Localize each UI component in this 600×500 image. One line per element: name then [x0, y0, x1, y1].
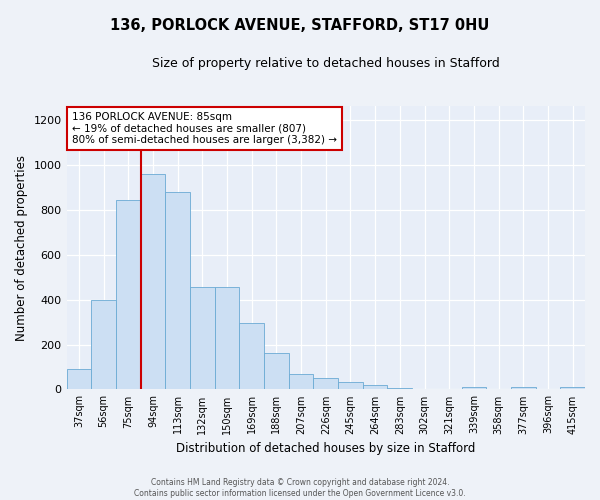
Bar [511, 387, 536, 390]
Bar [215, 287, 239, 390]
Bar [560, 387, 585, 390]
Bar [461, 387, 486, 390]
Text: Contains HM Land Registry data © Crown copyright and database right 2024.
Contai: Contains HM Land Registry data © Crown c… [134, 478, 466, 498]
Bar [190, 287, 215, 390]
Y-axis label: Number of detached properties: Number of detached properties [15, 155, 28, 341]
Bar [313, 378, 338, 390]
Bar [165, 192, 190, 390]
Bar [116, 200, 140, 390]
Bar [67, 369, 91, 390]
Title: Size of property relative to detached houses in Stafford: Size of property relative to detached ho… [152, 58, 500, 70]
Bar [264, 354, 289, 390]
X-axis label: Distribution of detached houses by size in Stafford: Distribution of detached houses by size … [176, 442, 475, 455]
Bar [140, 174, 165, 390]
Bar [239, 323, 264, 390]
Bar [338, 382, 363, 390]
Text: 136 PORLOCK AVENUE: 85sqm
← 19% of detached houses are smaller (807)
80% of semi: 136 PORLOCK AVENUE: 85sqm ← 19% of detac… [72, 112, 337, 145]
Bar [91, 300, 116, 390]
Bar [388, 388, 412, 390]
Bar [289, 374, 313, 390]
Bar [363, 385, 388, 390]
Text: 136, PORLOCK AVENUE, STAFFORD, ST17 0HU: 136, PORLOCK AVENUE, STAFFORD, ST17 0HU [110, 18, 490, 32]
